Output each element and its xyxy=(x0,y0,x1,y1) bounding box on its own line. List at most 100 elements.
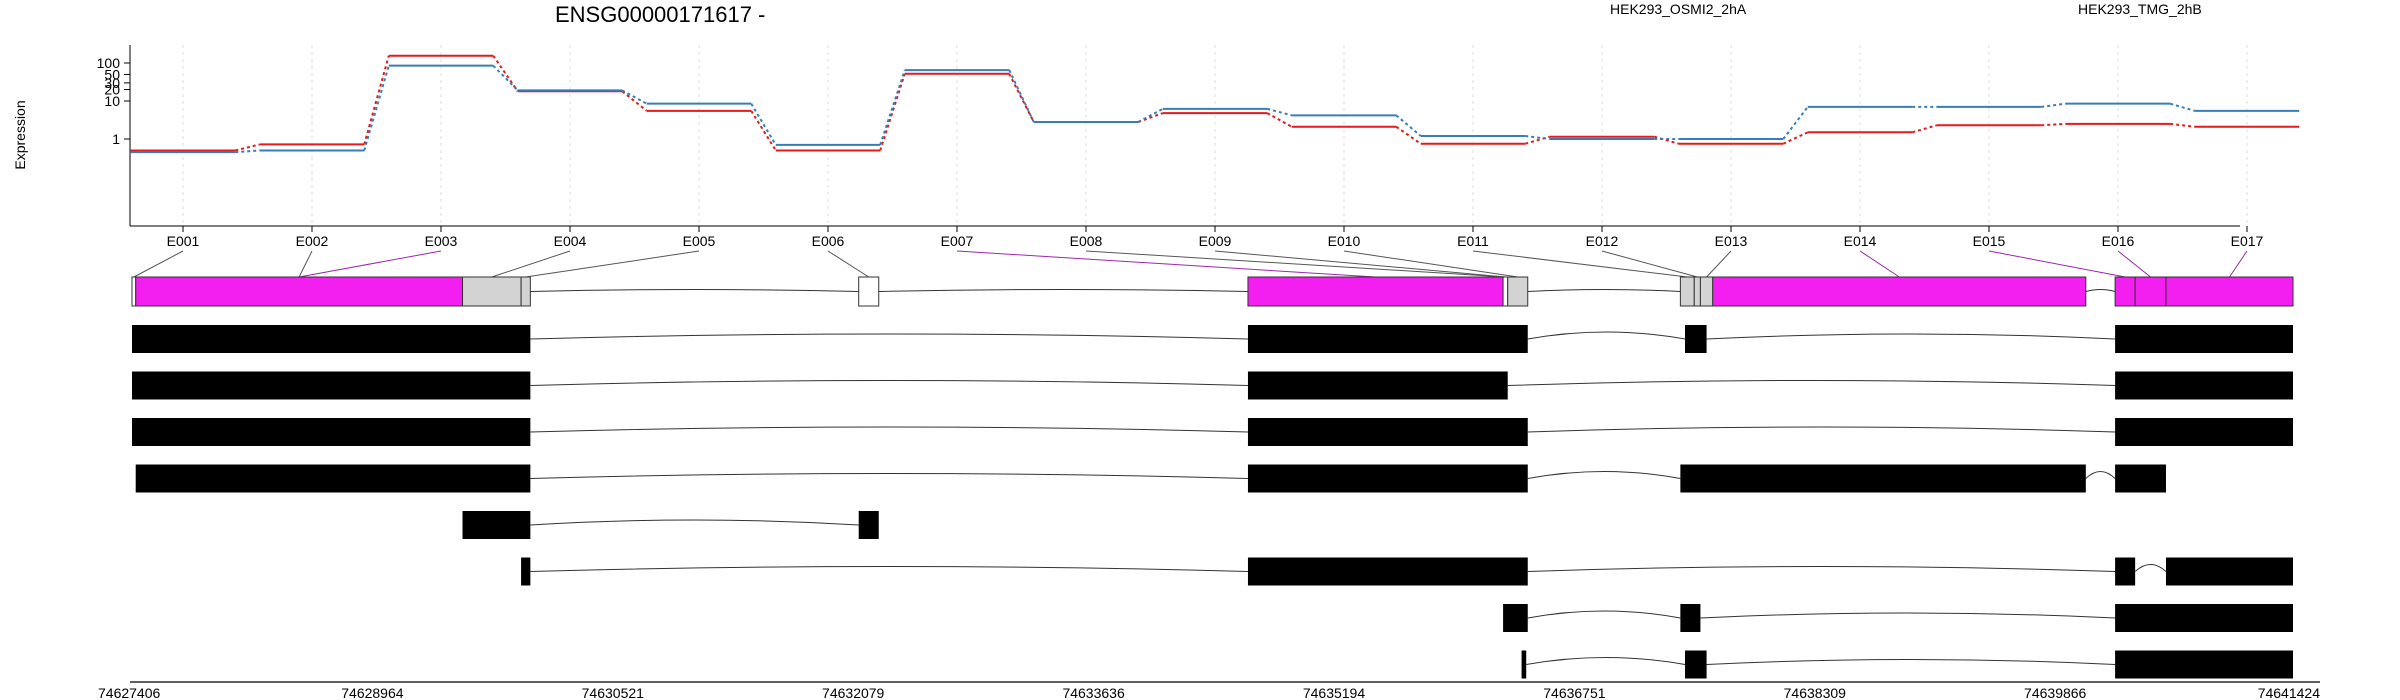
exon-block xyxy=(1680,464,2086,493)
exon-bin-E006 xyxy=(1247,276,1504,307)
connector-E006 xyxy=(827,250,869,278)
connector-E008 xyxy=(1085,250,1506,278)
y-tick-label: 10 xyxy=(104,93,120,109)
x-tick-label: E014 xyxy=(1844,233,1877,249)
series-2-connector xyxy=(879,69,906,146)
transcript-5 xyxy=(462,511,879,539)
exon-block xyxy=(1684,325,1707,353)
connector-E009 xyxy=(1214,250,1506,278)
exon-block xyxy=(132,371,531,400)
coordinate-tick-label: 74633636 xyxy=(1062,685,1125,700)
series-1-connector xyxy=(492,55,519,92)
legend-series-1: HEK293_OSMI2_2hA xyxy=(1610,1,1747,17)
series-1-connector xyxy=(1653,135,1680,145)
x-tick-label: E005 xyxy=(683,233,716,249)
series-1-connector xyxy=(235,143,260,152)
coordinate-tick-label: 74636751 xyxy=(1543,685,1606,700)
exon-bin-E002 xyxy=(135,276,464,307)
bin-intron xyxy=(530,289,859,292)
series-2 xyxy=(130,64,2300,154)
x-tick-label: E002 xyxy=(296,233,329,249)
exon-bin-E015 xyxy=(2165,276,2294,307)
exon-block xyxy=(1247,464,1528,493)
exon-bin-E014 xyxy=(2134,276,2167,307)
series-1-connector xyxy=(2170,122,2195,128)
x-tick-label: E006 xyxy=(812,233,845,249)
coordinate-tick-label: 74638309 xyxy=(1784,685,1847,700)
connector-E011 xyxy=(1472,250,1688,278)
series-1-connector xyxy=(1395,125,1422,145)
series-2-connector xyxy=(363,65,390,151)
intron xyxy=(1700,612,2116,619)
transcript-2 xyxy=(132,371,2293,400)
x-tick-label: E013 xyxy=(1715,233,1748,249)
connector-E003 xyxy=(299,250,442,278)
x-tick-label: E017 xyxy=(2231,233,2264,249)
series-2-connector xyxy=(1782,106,1809,140)
series-2-connector xyxy=(2169,102,2196,112)
series-2-connector xyxy=(1266,107,1293,117)
connector-E007 xyxy=(956,250,1376,278)
exon-bins-track xyxy=(131,276,2294,307)
exon-bin-E001 xyxy=(131,276,137,307)
transcript-7 xyxy=(1503,604,2293,632)
exon-block xyxy=(1247,371,1508,400)
intron xyxy=(530,426,1248,433)
intron xyxy=(530,519,859,526)
bin-intron xyxy=(1527,289,1681,292)
connector-E016 xyxy=(2117,250,2151,278)
y-tick-label: 50 xyxy=(104,66,120,82)
exon-block xyxy=(1247,557,1528,586)
intron xyxy=(530,566,1248,572)
transcripts-track xyxy=(132,325,2293,679)
x-tick-label: E001 xyxy=(167,233,200,249)
intron xyxy=(530,380,1248,386)
x-tick-label: E011 xyxy=(1457,233,1489,249)
exon-block xyxy=(2115,371,2293,400)
exon-bin-E007 xyxy=(1502,276,1509,307)
exon-bin-E003 xyxy=(462,276,522,307)
exon-block xyxy=(135,464,531,493)
series-1-connector xyxy=(2041,122,2066,127)
exon-bin-E013 xyxy=(2114,276,2136,307)
genomic-coordinate-axis: 74627406 74628964 74630521 74632079 74633636… xyxy=(98,681,2320,700)
y-axis-label: Expression xyxy=(12,100,28,169)
coordinate-tick-label: 74635194 xyxy=(1303,685,1366,700)
x-tick-label: E015 xyxy=(1973,233,2006,249)
exon-block xyxy=(858,511,879,539)
connector-E002 xyxy=(298,250,313,278)
exon-block xyxy=(2115,325,2293,353)
exon-block xyxy=(2115,464,2166,493)
connector-E005 xyxy=(525,250,700,278)
x-tick-label: E012 xyxy=(1586,233,1619,249)
intron xyxy=(1527,426,2116,433)
intron xyxy=(1507,380,2116,386)
series-2-connector xyxy=(235,149,260,154)
intron xyxy=(530,333,1248,340)
connector-E017 xyxy=(2229,250,2248,278)
transcript-1 xyxy=(132,325,2293,353)
exon-block xyxy=(462,511,531,539)
connector-E014 xyxy=(1859,250,1900,278)
exon-bin-E009 xyxy=(1679,276,1695,307)
series-1-connector xyxy=(879,73,906,151)
coordinate-tick-label: 74630521 xyxy=(582,685,645,700)
chart-title: ENSG00000171617 - xyxy=(555,2,765,27)
intron xyxy=(530,473,1248,479)
exon-bin-E004 xyxy=(520,276,531,307)
series-1-connector xyxy=(1911,124,1938,134)
legend-series-2: HEK293_TMG_2hB xyxy=(2078,1,2202,17)
exon-bin-E005 xyxy=(858,276,880,307)
series-1-connector xyxy=(363,55,390,145)
x-tick-label: E010 xyxy=(1328,233,1361,249)
coordinate-tick-label: 74627406 xyxy=(98,685,161,700)
x-tick-label: E007 xyxy=(941,233,974,249)
bin-intron xyxy=(878,289,1248,292)
exon-block xyxy=(1247,325,1528,353)
y-tick-label: 30 xyxy=(104,75,120,91)
coordinate-tick-label: 74632079 xyxy=(822,685,885,700)
transcript-4 xyxy=(135,464,2166,493)
exon-block xyxy=(1684,650,1707,679)
